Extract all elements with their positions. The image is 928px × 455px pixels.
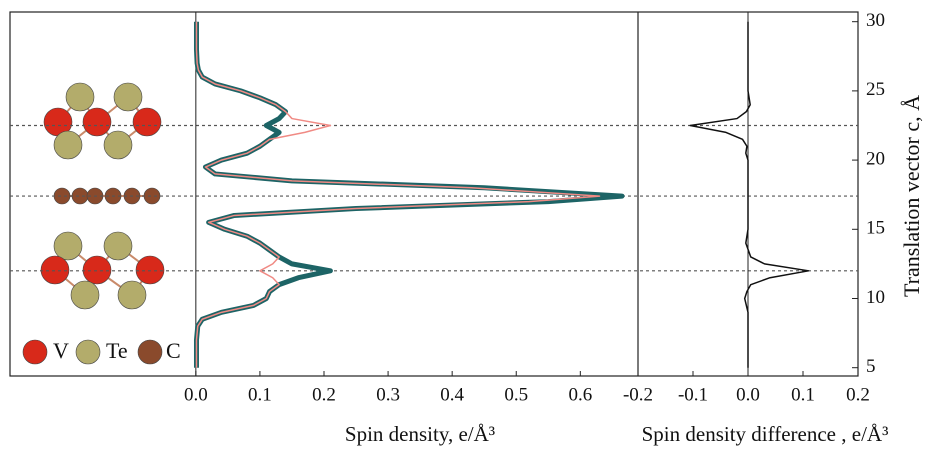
atom: [132, 107, 162, 137]
legend-label: V: [53, 338, 69, 363]
atom: [65, 82, 95, 112]
atom: [103, 231, 133, 261]
x-tick-label: 0.3: [376, 384, 400, 405]
atom: [103, 130, 133, 160]
x-tick-label: 0.2: [312, 384, 336, 405]
atom: [71, 187, 89, 205]
atom: [117, 280, 147, 310]
atom: [135, 255, 165, 285]
y-tick-label: 10: [866, 287, 885, 308]
x-tick-label: 0.0: [184, 384, 208, 405]
legend-label: Te: [106, 338, 128, 363]
x-axis-label: Spin density difference , e/Å³: [642, 422, 889, 446]
x-tick-label: -0.2: [623, 384, 653, 405]
atom: [53, 130, 83, 160]
atom: [53, 231, 83, 261]
y-axis-label: Translation vector c, Å: [899, 95, 924, 297]
legend-label: C: [166, 338, 181, 363]
data-line: [193, 21, 625, 368]
data-line: [689, 21, 810, 368]
x-tick-label: 0.6: [568, 384, 592, 405]
legend-swatch: [75, 339, 101, 365]
x-tick-label: 0.0: [736, 384, 760, 405]
x-tick-label: 0.1: [248, 384, 272, 405]
y-tick-label: 15: [866, 218, 885, 239]
x-axis-label: Spin density, e/Å³: [345, 422, 495, 446]
x-tick-label: 0.4: [440, 384, 464, 405]
legend-swatch: [22, 339, 48, 365]
atom: [53, 187, 71, 205]
atom: [113, 82, 143, 112]
atom: [82, 255, 112, 285]
y-tick-label: 25: [866, 79, 885, 100]
atom: [70, 280, 100, 310]
y-tick-label: 30: [866, 10, 885, 31]
atom: [143, 187, 161, 205]
atom: [40, 255, 70, 285]
y-tick-label: 20: [866, 148, 885, 169]
x-tick-label: -0.1: [678, 384, 708, 405]
data-line: [195, 21, 601, 368]
x-tick-label: 0.1: [791, 384, 815, 405]
plot-frame: [9, 11, 859, 377]
x-tick-label: 0.2: [846, 384, 870, 405]
legend-swatch: [137, 339, 163, 365]
atom: [82, 107, 112, 137]
x-tick-label: 0.5: [504, 384, 528, 405]
y-tick-label: 5: [866, 356, 876, 377]
